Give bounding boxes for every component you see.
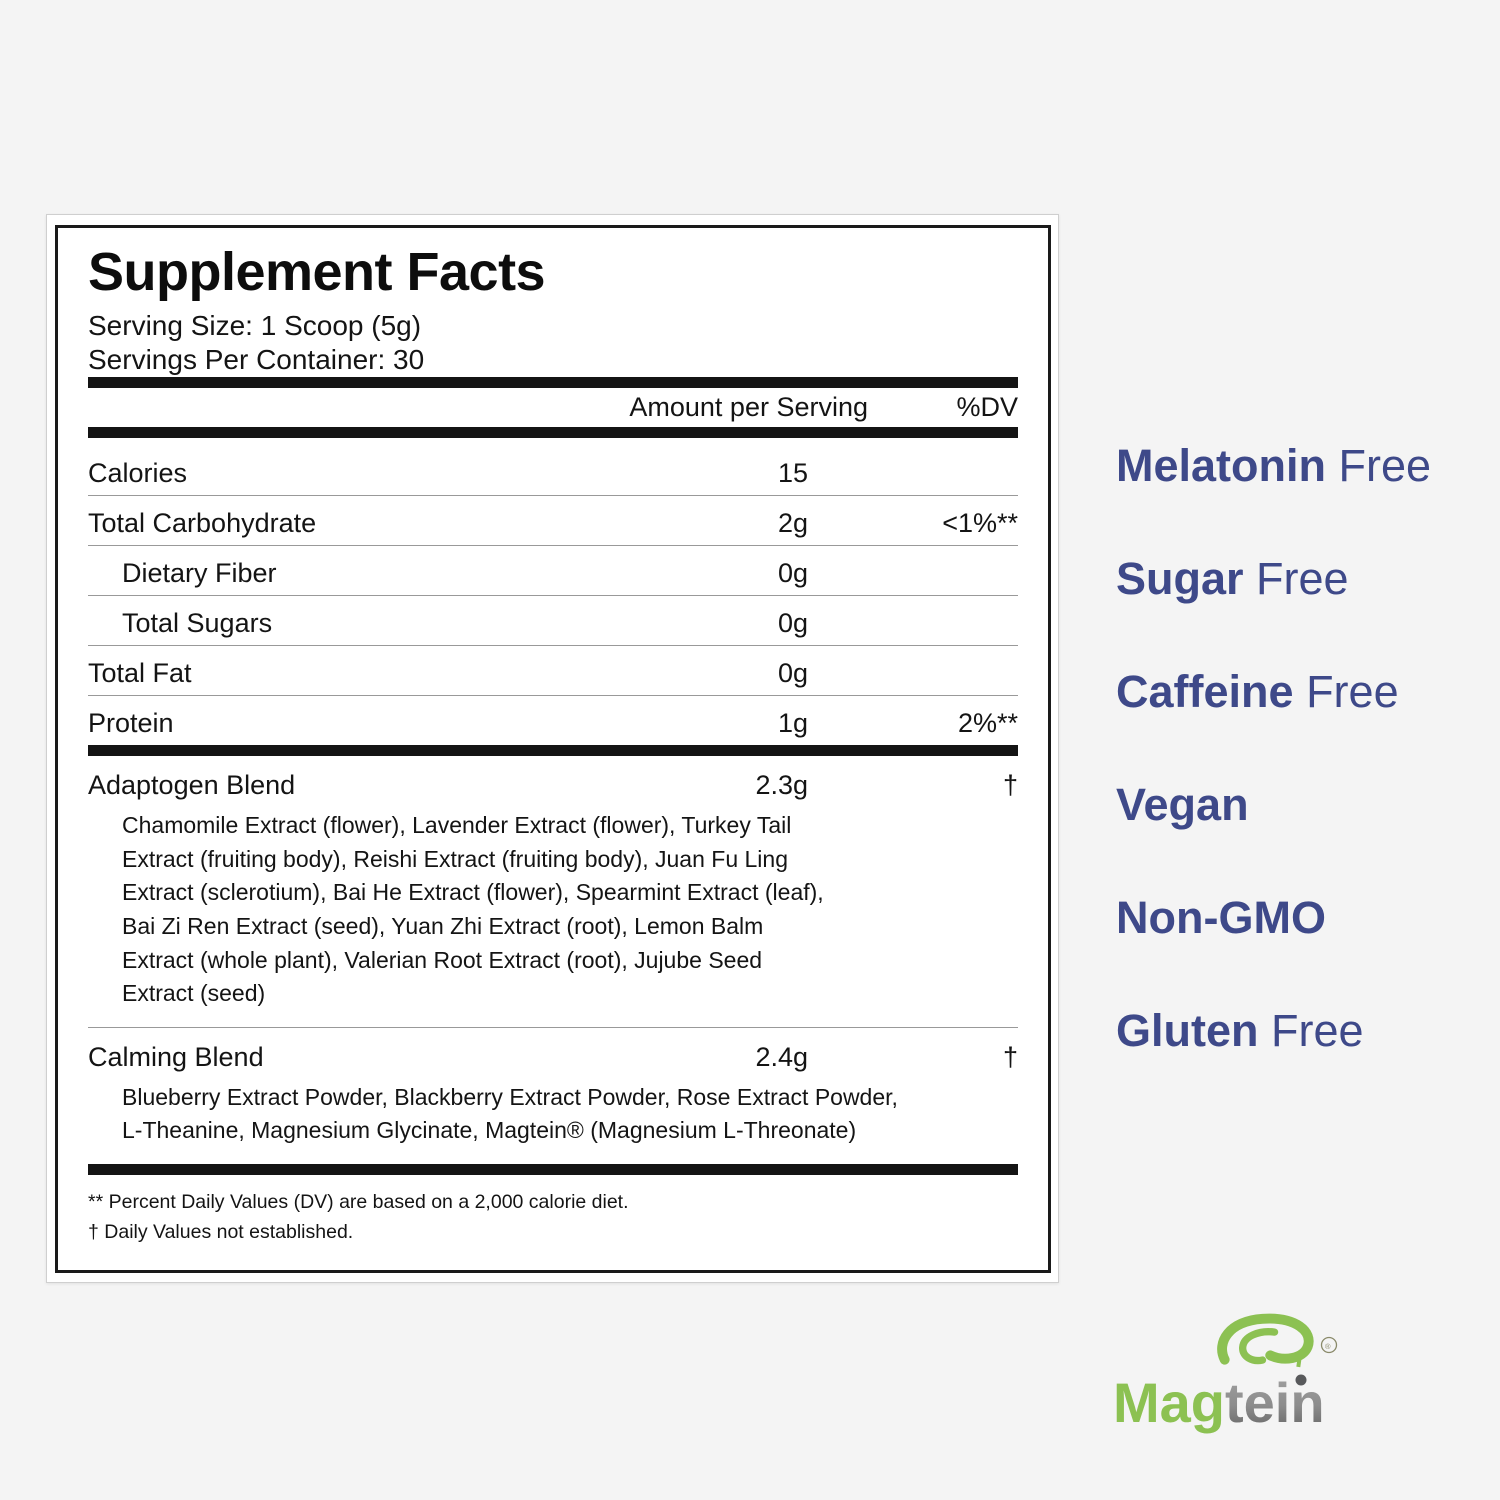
svg-text:Magtein: Magtein (1113, 1371, 1325, 1434)
svg-text:®: ® (1325, 1342, 1331, 1351)
